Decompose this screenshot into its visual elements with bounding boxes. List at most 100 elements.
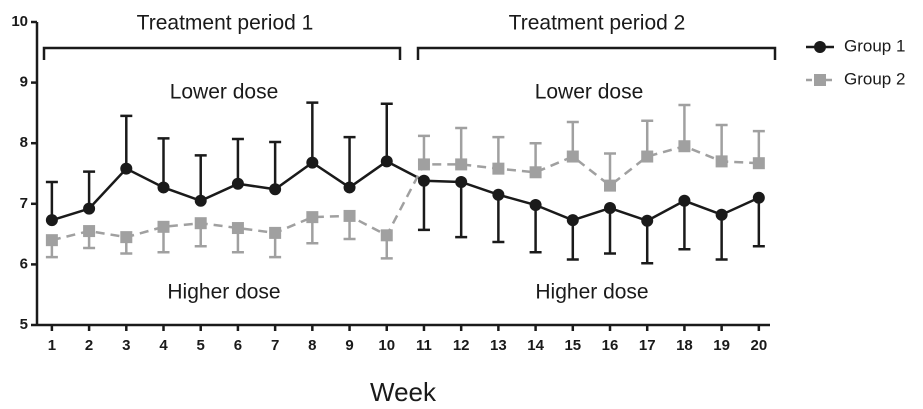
point bbox=[157, 181, 170, 194]
point bbox=[641, 150, 654, 163]
point bbox=[641, 214, 654, 227]
point bbox=[604, 179, 617, 192]
x-tick-label: 7 bbox=[271, 337, 279, 354]
y-tick-label: 6 bbox=[20, 255, 28, 272]
series-line bbox=[51, 144, 759, 242]
error-bar bbox=[194, 154, 207, 201]
point bbox=[306, 211, 319, 224]
point bbox=[306, 156, 319, 169]
annotation: Lower dose bbox=[535, 81, 644, 104]
error-bar bbox=[157, 137, 170, 188]
error-bar bbox=[83, 170, 96, 209]
point bbox=[492, 162, 505, 175]
point bbox=[269, 183, 282, 196]
error-bar bbox=[45, 180, 58, 221]
point bbox=[45, 234, 58, 247]
x-tick-label: 10 bbox=[378, 337, 395, 354]
error-bar bbox=[231, 137, 244, 184]
annotation: Treatment period 2 bbox=[509, 12, 686, 35]
x-tick-label: 13 bbox=[490, 337, 507, 354]
x-tick-label: 6 bbox=[234, 337, 242, 354]
point bbox=[752, 191, 765, 204]
point bbox=[678, 140, 691, 153]
point bbox=[83, 225, 96, 238]
error-bar bbox=[678, 103, 691, 147]
point bbox=[83, 202, 96, 215]
point bbox=[715, 208, 728, 221]
x-axis-label: Week bbox=[370, 377, 437, 407]
point bbox=[231, 222, 244, 235]
annotation: Higher dose bbox=[167, 281, 280, 304]
point bbox=[194, 217, 207, 230]
x-tick-label: 14 bbox=[527, 337, 544, 354]
series-line bbox=[51, 159, 760, 223]
point bbox=[752, 157, 765, 170]
x-tick-label: 1 bbox=[48, 337, 56, 354]
error-bar bbox=[678, 200, 691, 251]
error-bar bbox=[455, 126, 468, 165]
error-bar bbox=[641, 220, 654, 265]
legend-label: Group 1 bbox=[844, 36, 905, 55]
error-bar bbox=[455, 181, 468, 239]
y-tick-label: 5 bbox=[20, 316, 28, 333]
x-tick-label: 9 bbox=[345, 337, 353, 354]
y-tick-label: 7 bbox=[20, 195, 28, 212]
annotation: Treatment period 1 bbox=[137, 12, 314, 35]
y-tick-label: 8 bbox=[20, 134, 28, 151]
x-tick-label: 16 bbox=[602, 337, 619, 354]
x-tick-label: 4 bbox=[159, 337, 168, 354]
x-tick-label: 17 bbox=[639, 337, 656, 354]
point bbox=[492, 188, 505, 201]
x-tick-label: 12 bbox=[453, 337, 470, 354]
x-tick-label: 8 bbox=[308, 337, 316, 354]
point bbox=[529, 166, 542, 179]
point bbox=[120, 231, 133, 244]
error-bar bbox=[343, 135, 356, 188]
legend-label: Group 2 bbox=[844, 69, 905, 88]
point bbox=[678, 194, 691, 207]
point bbox=[715, 155, 728, 168]
point bbox=[343, 209, 356, 222]
point bbox=[455, 175, 468, 188]
point bbox=[380, 155, 393, 168]
error-bar bbox=[566, 220, 579, 261]
point bbox=[380, 229, 393, 242]
error-bar bbox=[604, 208, 617, 255]
point bbox=[231, 177, 244, 190]
error-bar bbox=[529, 205, 542, 254]
point bbox=[269, 226, 282, 239]
y-tick-label: 10 bbox=[11, 13, 28, 30]
point bbox=[157, 220, 170, 233]
point bbox=[417, 174, 430, 187]
period-bracket bbox=[42, 46, 402, 60]
x-tick-label: 3 bbox=[122, 337, 130, 354]
point bbox=[417, 158, 430, 171]
point bbox=[194, 194, 207, 207]
period-bracket bbox=[416, 46, 777, 60]
x-tick-label: 5 bbox=[197, 337, 205, 354]
point bbox=[566, 150, 579, 163]
x-tick-label: 19 bbox=[713, 337, 730, 354]
x-tick-label: 18 bbox=[676, 337, 693, 354]
error-bar bbox=[752, 197, 765, 248]
x-tick-label: 2 bbox=[85, 337, 93, 354]
legend-marker bbox=[814, 74, 826, 86]
x-tick-label: 11 bbox=[416, 337, 432, 354]
point bbox=[455, 158, 468, 171]
point bbox=[529, 199, 542, 212]
error-bar bbox=[269, 140, 282, 190]
annotation: Lower dose bbox=[170, 81, 279, 104]
error-bar bbox=[715, 214, 728, 261]
point bbox=[45, 214, 58, 227]
x-tick-label: 20 bbox=[750, 337, 767, 354]
x-tick-label: 15 bbox=[564, 337, 581, 354]
point bbox=[604, 202, 617, 215]
error-bar bbox=[380, 102, 393, 162]
error-bar bbox=[715, 123, 728, 162]
point bbox=[120, 162, 133, 175]
legend-marker bbox=[814, 41, 826, 53]
y-tick-label: 9 bbox=[20, 74, 28, 91]
annotation: Higher dose bbox=[535, 281, 648, 304]
error-bar bbox=[306, 101, 319, 163]
